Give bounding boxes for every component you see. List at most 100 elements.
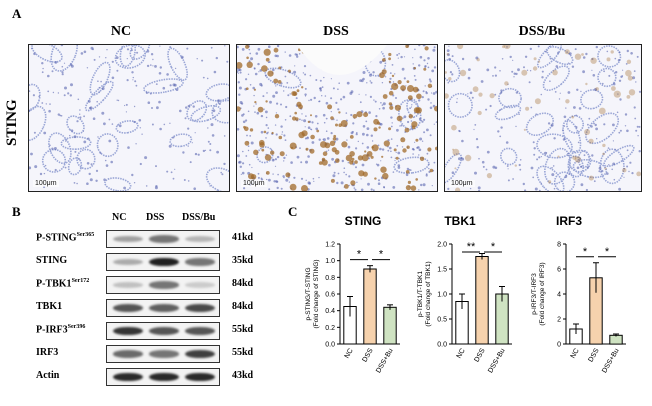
nucleus-dot [263,108,265,110]
crypt-outline [66,115,85,135]
nucleus-dot [134,80,137,83]
nucleus-dot [318,176,320,179]
dab-stain-spot [292,116,297,121]
dab-stain-spot [451,124,457,131]
nucleus-dot [64,166,67,169]
dab-stain-spot [445,71,447,74]
dab-stain-spot [270,150,275,155]
dab-stain-spot [435,146,437,151]
nucleus-dot [69,94,72,97]
nucleus-dot [166,170,169,173]
nucleus-dot [106,49,108,51]
nucleus-dot [541,70,544,73]
nucleus-dot [175,88,179,91]
blot-band-lane-1 [113,235,143,243]
dab-stain-spot [380,166,387,173]
dab-stain-spot [274,114,280,119]
nucleus-dot [210,46,213,49]
nucleus-dot [545,50,547,53]
nucleus-dot [311,141,315,144]
nucleus-dot [309,74,312,77]
nucleus-dot [529,70,532,72]
nucleus-dot [79,109,81,111]
dab-stain-spot [364,150,367,153]
nucleus-dot [400,55,403,59]
nucleus-dot [405,85,407,87]
blot-band-lane-2 [149,235,179,243]
nucleus-dot [267,127,270,129]
nucleus-dot [390,156,393,159]
nucleus-dot [586,166,590,169]
nucleus-dot [611,168,613,171]
nucleus-dot [86,182,89,185]
nucleus-dot [245,155,248,157]
nucleus-dot [538,189,541,191]
nucleus-dot [402,117,404,119]
nucleus-dot [390,125,393,128]
nucleus-dot [580,165,583,168]
nucleus-dot [194,132,196,134]
nucleus-dot [253,67,256,70]
nucleus-dot [322,113,326,117]
nucleus-dot [475,56,479,60]
panel-c-letter: C [288,204,298,219]
dab-stain-spot [407,180,411,184]
nucleus-dot [238,160,242,164]
dab-stain-spot [419,156,425,161]
nucleus-dot [332,174,336,178]
crypt-outline [205,83,229,102]
nucleus-dot [359,101,362,104]
nucleus-dot [369,80,372,82]
nucleus-dot [330,78,332,80]
crypt-outline [536,165,565,191]
nucleus-dot [131,173,134,177]
dab-stain-spot [404,127,410,133]
dab-stain-spot [354,160,358,164]
nucleus-dot [314,115,318,118]
nucleus-dot [296,155,300,159]
nucleus-dot [274,124,277,126]
crypt-outline [143,78,184,94]
nucleus-dot [33,52,36,56]
nucleus-dot [316,122,319,125]
nucleus-dot [550,123,554,127]
nucleus-dot [215,56,218,60]
nucleus-dot [296,55,299,58]
nucleus-dot [519,159,522,161]
nucleus-dot [38,95,41,98]
crypt-outline [536,45,563,69]
dab-stain-spot [340,120,348,127]
nucleus-dot [394,159,396,162]
nucleus-dot [536,158,539,161]
blot-band-lane-3 [185,282,215,288]
nucleus-dot [257,62,260,66]
dab-stain-spot [381,69,387,75]
nucleus-dot [285,105,288,109]
nucleus-dot [435,121,437,123]
blot-strip-p-tbk1 [106,276,220,294]
nucleus-dot [558,98,561,100]
nucleus-dot [308,99,310,102]
nucleus-dot [392,186,396,189]
dab-stain-spot [411,121,418,128]
nucleus-dot [86,67,89,69]
y-tick-label: 8 [557,242,561,249]
dab-stain-spot [338,111,341,114]
nucleus-dot [471,96,474,99]
nucleus-dot [433,161,436,164]
nucleus-dot [615,71,618,74]
nucleus-dot [407,120,410,124]
nucleus-dot [432,92,436,95]
nucleus-dot [400,124,403,127]
nucleus-dot [366,127,370,130]
dab-stain-spot [257,106,264,113]
nucleus-dot [425,174,428,177]
dab-stain-spot [532,66,538,71]
dab-stain-spot [628,89,636,96]
nucleus-dot [206,77,209,80]
bar-chart-tbk1: p-TBK1/T-TBK1 (Fold change of TBK1) 0.0 0.5… [417,241,512,374]
nucleus-dot [207,140,210,143]
nucleus-dot [631,172,634,175]
nucleus-dot [146,64,150,68]
dab-stain-spot [285,172,291,178]
